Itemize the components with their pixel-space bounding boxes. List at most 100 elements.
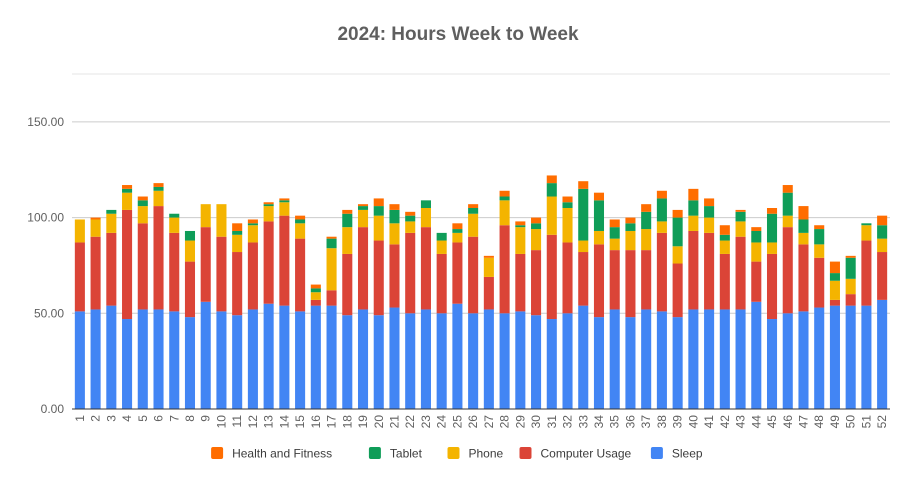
x-tick-label: 10	[214, 415, 228, 429]
x-tick-label: 25	[450, 415, 464, 429]
bar-segment-health-and-fitness	[389, 204, 400, 210]
bar-segment-tablet	[861, 223, 872, 226]
bar-segment-tablet	[688, 200, 699, 216]
bar-segment-computer-usage	[688, 230, 699, 310]
bar-segment-computer-usage	[782, 227, 793, 314]
bar-segment-tablet	[247, 223, 258, 226]
bar-segment-tablet	[845, 257, 856, 279]
legend-label: Health and Fitness	[232, 447, 332, 461]
bar-segment-tablet	[153, 186, 164, 191]
bar-segment-phone	[562, 208, 573, 243]
x-tick-label: 2	[89, 415, 103, 422]
bar-segment-phone	[310, 292, 321, 300]
bar-segment-sleep	[798, 311, 809, 409]
bar-segment-phone	[688, 215, 699, 231]
bar-segment-sleep	[153, 309, 164, 409]
bar-segment-health-and-fitness	[829, 261, 840, 274]
bar-segment-sleep	[656, 311, 667, 409]
bar-segment-computer-usage	[877, 252, 888, 300]
bar-segment-phone	[531, 229, 542, 251]
bar-segment-computer-usage	[656, 232, 667, 312]
bar-segment-sleep	[531, 315, 542, 409]
legend-item-computer-usage[interactable]: Computer Usage	[519, 447, 632, 461]
legend-item-sleep[interactable]: Sleep	[650, 447, 703, 461]
bar-segment-computer-usage	[704, 232, 715, 310]
x-tick-label: 28	[498, 415, 512, 429]
bar-segment-phone	[625, 230, 636, 251]
bar-segment-sleep	[719, 309, 730, 409]
bar-segment-sleep	[169, 311, 180, 409]
bar-segment-computer-usage	[625, 250, 636, 318]
bar-segment-sleep	[672, 317, 683, 409]
bar-segment-tablet	[609, 227, 620, 239]
y-tick-label: 0.00	[41, 402, 65, 416]
legend-item-tablet[interactable]: Tablet	[368, 447, 423, 461]
bar-segment-sleep	[405, 313, 416, 409]
bar-segment-phone	[342, 227, 353, 254]
x-tick-label: 17	[325, 415, 339, 429]
x-tick-label: 6	[152, 415, 166, 422]
x-tick-label: 26	[466, 415, 480, 429]
bar-segment-tablet	[499, 196, 510, 201]
x-tick-label: 39	[671, 415, 685, 429]
bar-segment-tablet	[593, 200, 605, 231]
x-tick-label: 31	[545, 415, 559, 429]
bar-segment-phone	[184, 240, 196, 262]
bar-segment-tablet	[452, 229, 463, 233]
bar-segment-tablet	[420, 200, 431, 208]
bar-segment-computer-usage	[169, 232, 180, 312]
x-tick-label: 49	[828, 415, 842, 429]
bar-segment-tablet	[719, 234, 730, 241]
bar-segment-phone	[247, 225, 258, 243]
legend-item-health-and-fitness[interactable]: Health and Fitness	[211, 447, 332, 461]
x-tick-label: 21	[387, 415, 401, 429]
bar-segment-health-and-fitness	[310, 284, 321, 289]
bar-segment-sleep	[861, 305, 872, 409]
bar-segment-tablet	[357, 206, 369, 210]
bar-segment-health-and-fitness	[122, 185, 133, 189]
bar-segment-phone	[357, 209, 369, 228]
x-tick-label: 18	[340, 415, 354, 429]
bar-segment-sleep	[295, 311, 306, 409]
bar-segment-health-and-fitness	[373, 198, 384, 207]
bar-segment-computer-usage	[279, 215, 290, 306]
bar-segment-computer-usage	[829, 299, 840, 306]
bar-segment-computer-usage	[468, 236, 479, 314]
bar-segment-tablet	[326, 238, 337, 249]
x-tick-label: 16	[309, 415, 323, 429]
legend-item-phone[interactable]: Phone	[447, 447, 504, 461]
bar-segment-phone	[766, 242, 778, 254]
bar-segment-health-and-fitness	[625, 217, 636, 224]
bar-segment-tablet	[829, 273, 840, 281]
bar-segment-computer-usage	[593, 244, 605, 318]
bar-segment-tablet	[656, 198, 667, 222]
bar-segment-health-and-fitness	[782, 185, 793, 193]
x-tick-label: 19	[356, 415, 370, 429]
bar-segment-phone	[719, 240, 730, 254]
x-tick-label: 35	[608, 415, 622, 429]
bar-segment-phone	[74, 219, 85, 243]
bar-segment-tablet	[295, 219, 306, 224]
bar-segment-tablet	[122, 188, 133, 193]
bar-segment-sleep	[436, 313, 447, 409]
bar-segment-phone	[468, 213, 479, 237]
bar-segment-computer-usage	[578, 252, 589, 306]
bar-segment-phone	[499, 200, 510, 226]
bar-segment-sleep	[389, 307, 400, 409]
bar-segment-phone	[593, 230, 605, 245]
y-tick-label: 100.00	[27, 211, 64, 225]
bar-segment-phone	[326, 248, 337, 291]
bar-segment-health-and-fitness	[704, 198, 715, 207]
bar-segment-computer-usage	[452, 242, 463, 304]
bar-segment-phone	[546, 196, 557, 235]
bar-segment-computer-usage	[326, 290, 337, 306]
bar-segment-sleep	[106, 305, 117, 409]
bar-segment-phone	[641, 229, 652, 251]
bar-segment-phone	[735, 221, 746, 237]
x-tick-label: 20	[372, 415, 386, 429]
bar-segment-phone	[798, 232, 809, 245]
bar-segment-health-and-fitness	[641, 204, 652, 212]
bar-segment-tablet	[137, 200, 148, 207]
bar-segment-health-and-fitness	[515, 221, 526, 226]
bar-segment-sleep	[877, 299, 888, 409]
